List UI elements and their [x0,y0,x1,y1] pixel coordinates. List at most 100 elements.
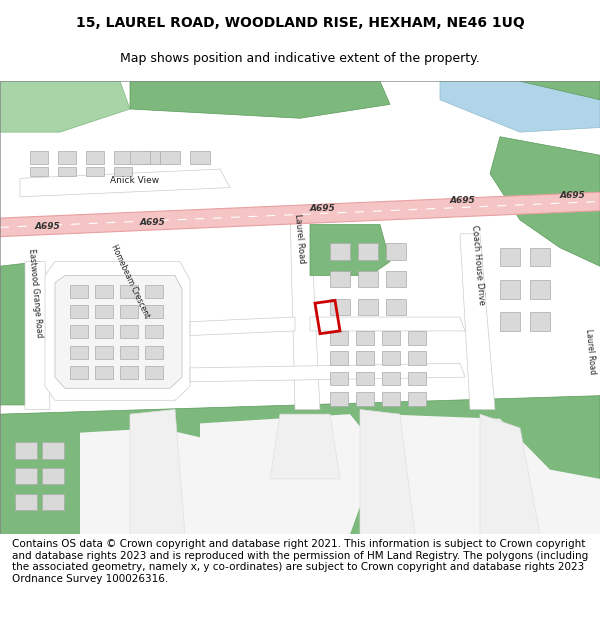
Bar [356,351,374,365]
Polygon shape [200,428,360,507]
Bar [330,299,350,315]
Bar [408,351,426,365]
Polygon shape [310,224,390,276]
Bar [86,151,104,164]
Bar [70,285,88,298]
Polygon shape [200,414,380,534]
Text: A695: A695 [140,217,166,227]
Bar [330,331,348,345]
Text: Homebeam Crescent: Homebeam Crescent [109,242,151,319]
Polygon shape [80,428,220,534]
Polygon shape [480,414,540,534]
Text: A695: A695 [310,204,336,212]
Bar [95,346,113,359]
Bar [500,312,520,331]
Bar [42,494,64,511]
Bar [120,366,138,379]
Bar [190,151,210,164]
Bar [130,151,150,164]
Bar [386,243,406,260]
Bar [408,372,426,386]
Bar [70,326,88,338]
Polygon shape [90,438,200,498]
Bar [408,331,426,345]
Bar [356,372,374,386]
Bar [120,326,138,338]
Bar [358,243,378,260]
Polygon shape [270,414,340,479]
Bar [142,151,160,164]
Polygon shape [0,262,50,405]
Text: Map shows position and indicative extent of the property.: Map shows position and indicative extent… [120,52,480,65]
Polygon shape [130,81,390,118]
Bar [114,151,132,164]
Bar [386,299,406,315]
Polygon shape [520,81,600,100]
Bar [95,366,113,379]
Bar [15,442,37,459]
Polygon shape [130,409,185,534]
Bar [145,326,163,338]
Bar [330,351,348,365]
Text: A695: A695 [35,222,61,231]
Bar [330,372,348,386]
Bar [42,468,64,484]
Text: A695: A695 [560,191,586,200]
Polygon shape [490,137,600,266]
Polygon shape [290,211,320,409]
Polygon shape [380,414,600,534]
Polygon shape [0,396,600,534]
Bar [330,271,350,288]
Bar [382,351,400,365]
Bar [160,151,180,164]
Bar [386,271,406,288]
Bar [356,331,374,345]
Polygon shape [460,234,495,409]
Bar [120,346,138,359]
Bar [500,280,520,299]
Polygon shape [310,317,465,331]
Text: Laurel Road: Laurel Road [584,328,596,374]
Bar [382,392,400,406]
Bar [95,305,113,318]
Bar [70,346,88,359]
Bar [114,168,132,176]
Bar [358,271,378,288]
Bar [70,366,88,379]
Bar [15,468,37,484]
Polygon shape [190,317,295,336]
Text: Coach House Drive: Coach House Drive [470,224,486,305]
Text: 15, LAUREL ROAD, WOODLAND RISE, HEXHAM, NE46 1UQ: 15, LAUREL ROAD, WOODLAND RISE, HEXHAM, … [76,16,524,30]
Bar [330,392,348,406]
Polygon shape [45,262,190,400]
Bar [408,392,426,406]
Text: Eastwood Grange Road: Eastwood Grange Road [26,248,43,338]
Bar [15,494,37,511]
Polygon shape [20,169,230,197]
Bar [70,305,88,318]
Polygon shape [0,192,600,237]
Text: Anick View: Anick View [110,176,159,185]
Bar [330,243,350,260]
Text: A695: A695 [450,196,476,206]
Polygon shape [440,81,600,132]
Bar [358,299,378,315]
Polygon shape [0,81,130,132]
Polygon shape [190,363,465,382]
Bar [120,285,138,298]
Bar [58,151,76,164]
Bar [382,372,400,386]
Bar [145,346,163,359]
Bar [58,168,76,176]
Bar [530,280,550,299]
Text: Contains OS data © Crown copyright and database right 2021. This information is : Contains OS data © Crown copyright and d… [12,539,588,584]
Bar [530,248,550,266]
Bar [530,312,550,331]
Bar [120,305,138,318]
Bar [30,168,48,176]
Bar [95,326,113,338]
Polygon shape [360,409,415,534]
Bar [382,331,400,345]
Bar [145,305,163,318]
Text: Laurel Road: Laurel Road [293,213,307,264]
